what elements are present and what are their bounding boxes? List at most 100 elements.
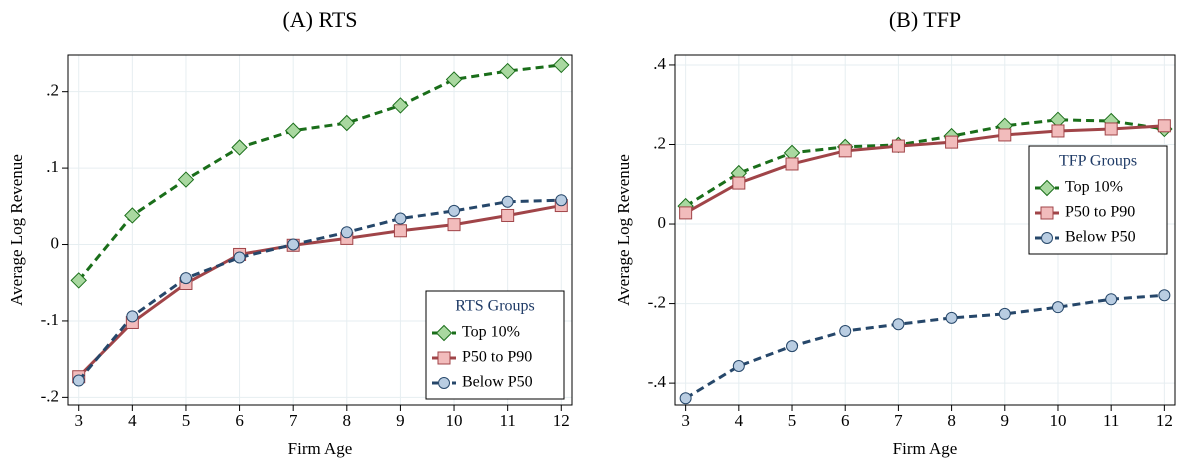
data-point xyxy=(1105,293,1118,306)
data-point xyxy=(124,207,141,224)
x-tick-label: 7 xyxy=(289,411,298,430)
data-point xyxy=(393,224,407,238)
x-tick-label: 9 xyxy=(396,411,405,430)
series-line xyxy=(77,204,562,378)
chart-title: (B) TFP xyxy=(889,7,961,32)
x-tick-label: 3 xyxy=(74,411,83,430)
x-tick-label: 9 xyxy=(1001,411,1010,430)
series-line xyxy=(77,198,562,382)
data-point xyxy=(891,139,905,153)
legend-label: P50 to P90 xyxy=(1065,204,1135,221)
legend-marker xyxy=(438,377,450,389)
data-point xyxy=(679,392,692,405)
data-point xyxy=(448,204,461,217)
data-point xyxy=(231,139,248,156)
data-point xyxy=(284,122,302,139)
legend-label: Below P50 xyxy=(1065,229,1136,246)
data-point xyxy=(177,171,195,188)
x-tick-label: 12 xyxy=(553,411,570,430)
data-point xyxy=(338,114,356,132)
series-line xyxy=(684,118,1165,208)
legend-marker xyxy=(1041,232,1053,244)
y-tick-label: .2 xyxy=(653,133,666,152)
data-point xyxy=(501,195,514,208)
legend-marker xyxy=(435,324,453,342)
data-point xyxy=(126,310,139,323)
x-tick-label: 7 xyxy=(894,411,903,430)
y-tick-label: .1 xyxy=(46,157,59,176)
data-point xyxy=(394,212,407,225)
legend-marker xyxy=(437,351,451,365)
data-point xyxy=(839,325,852,338)
x-tick-label: 3 xyxy=(681,411,690,430)
legend-label: Below P50 xyxy=(462,374,533,391)
data-point xyxy=(70,272,87,289)
y-tick-label: -.1 xyxy=(41,310,59,329)
data-point xyxy=(786,340,799,353)
data-point xyxy=(998,307,1011,320)
y-tick-label: -.4 xyxy=(648,372,667,391)
legend-marker xyxy=(1040,206,1054,220)
x-tick-label: 5 xyxy=(182,411,191,430)
series-line xyxy=(684,124,1165,215)
data-point xyxy=(233,251,246,264)
series-line xyxy=(684,293,1165,400)
legend-label: Top 10% xyxy=(1065,179,1123,196)
x-tick-label: 4 xyxy=(735,411,744,430)
data-point xyxy=(945,135,959,149)
data-point xyxy=(998,128,1012,142)
data-point xyxy=(679,206,693,220)
series-line xyxy=(77,63,562,282)
y-tick-label: .2 xyxy=(46,81,59,100)
y-tick-label: .4 xyxy=(653,54,666,73)
legend-title: TFP Groups xyxy=(1059,153,1137,170)
data-point xyxy=(287,238,300,251)
data-point xyxy=(340,226,353,239)
data-point xyxy=(392,97,409,114)
y-axis-label: Average Log Revenue xyxy=(7,154,26,306)
plot-frame xyxy=(674,54,1176,406)
x-tick-label: 5 xyxy=(788,411,797,430)
data-point xyxy=(499,62,516,80)
x-tick-label: 6 xyxy=(235,411,244,430)
data-point xyxy=(1158,289,1171,302)
data-point xyxy=(1104,122,1118,136)
x-tick-label: 12 xyxy=(1156,411,1173,430)
plot-frame xyxy=(67,54,573,406)
x-axis-label: Firm Age xyxy=(288,439,353,458)
data-point xyxy=(732,360,745,373)
x-tick-label: 6 xyxy=(841,411,850,430)
data-point xyxy=(1051,301,1064,314)
data-point xyxy=(445,71,463,88)
data-point xyxy=(1051,124,1065,138)
data-point xyxy=(553,56,570,74)
data-point xyxy=(1157,119,1171,133)
legend-label: Top 10% xyxy=(462,324,520,341)
x-tick-label: 4 xyxy=(128,411,137,430)
data-point xyxy=(501,208,515,222)
x-tick-label: 11 xyxy=(499,411,515,430)
x-tick-label: 8 xyxy=(343,411,352,430)
data-point xyxy=(179,272,192,285)
x-tick-label: 10 xyxy=(446,411,463,430)
x-tick-label: 10 xyxy=(1049,411,1066,430)
legend-marker xyxy=(1038,179,1056,197)
y-tick-label: 0 xyxy=(51,233,60,252)
data-point xyxy=(447,218,461,232)
data-point xyxy=(785,157,799,171)
chart-title: (A) RTS xyxy=(282,7,357,32)
legend-label: P50 to P90 xyxy=(462,349,532,366)
data-point xyxy=(838,144,852,158)
y-axis-label: Average Log Revenue xyxy=(614,154,633,306)
y-tick-label: -.2 xyxy=(648,292,666,311)
y-tick-label: -.2 xyxy=(41,386,59,405)
data-point xyxy=(72,374,85,387)
data-point xyxy=(732,176,746,190)
x-tick-label: 8 xyxy=(947,411,956,430)
data-point xyxy=(945,311,958,324)
x-axis-label: Firm Age xyxy=(893,439,958,458)
data-point xyxy=(555,194,568,207)
y-tick-label: 0 xyxy=(658,213,667,232)
